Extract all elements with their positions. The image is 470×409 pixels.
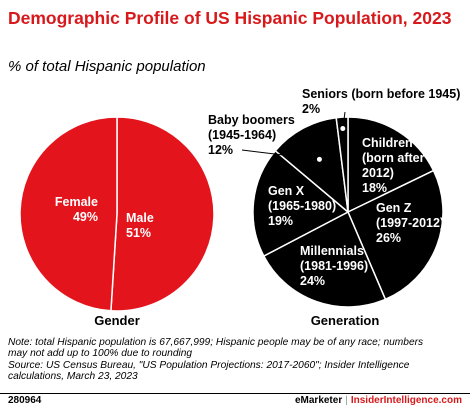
pie-slice-female	[19, 116, 118, 312]
footer-brand: eMarketer | InsiderIntelligence.com	[295, 395, 462, 406]
slice-label-male: Male 51%	[126, 211, 154, 240]
chart-id: 280964	[8, 395, 42, 406]
source-line: Source: US Census Bureau, "US Population…	[8, 359, 410, 371]
pie-slice	[274, 116, 349, 214]
generation-pie: Children (born after 2012) 18% Gen Z (1997-20…	[208, 87, 460, 308]
slice-label: Gen X (1965-1980) 19%	[268, 184, 336, 228]
brand-separator: |	[345, 395, 348, 406]
note-line: Note: total Hispanic population is 67,66…	[8, 337, 424, 348]
leader-line	[241, 149, 320, 160]
chart-subtitle: % of total Hispanic population	[8, 58, 206, 75]
gender-pie: Male 51% Female 49%	[19, 116, 215, 312]
slice-label: Children (born after 2012) 18%	[362, 136, 425, 195]
pie-slice	[262, 210, 387, 308]
pie-slice	[347, 116, 435, 214]
generation-caption: Generation	[310, 313, 380, 328]
slice-label: Millennials (1981-1996) 24%	[300, 244, 368, 288]
pie-slice	[252, 149, 350, 258]
slice-label: Seniors (born before 1945) 2%	[302, 87, 460, 116]
slice-label-female: Female 49%	[55, 195, 98, 224]
footnotes: Note: total Hispanic population is 67,66…	[8, 337, 463, 383]
leader-line	[342, 111, 346, 129]
footer-rule	[0, 393, 470, 394]
slice-label: Baby boomers (1945-1964) 12%	[208, 113, 295, 157]
note-line: may not add up to 100% due to rounding	[8, 348, 193, 360]
leader-dot	[316, 156, 322, 162]
source-line: calculations, March 23, 2023	[8, 371, 138, 383]
leader-dot	[340, 126, 346, 132]
pie-slice-male	[110, 116, 215, 312]
chart-title: Demographic Profile of US Hispanic Popul…	[8, 8, 452, 28]
brand-insiderintelligence: InsiderIntelligence.com	[350, 395, 462, 406]
brand-emarketer: eMarketer	[294, 395, 343, 406]
gender-caption: Gender	[94, 313, 140, 328]
pie-slice	[335, 116, 349, 213]
slice-label: Gen Z (1997-2012) 26%	[376, 201, 444, 245]
